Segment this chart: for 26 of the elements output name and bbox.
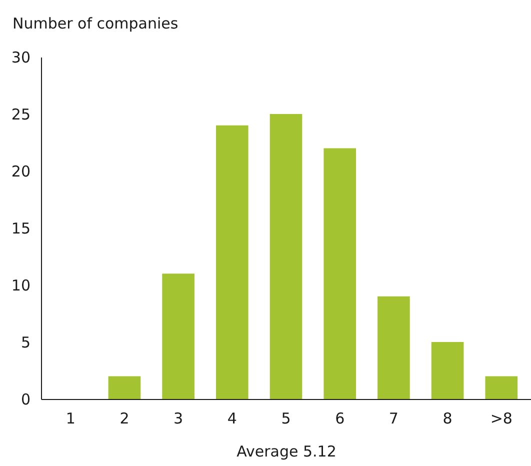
y-tick-label: 20: [11, 162, 30, 180]
bar: [431, 342, 464, 399]
y-tick-label: 25: [11, 106, 30, 124]
bar: [216, 125, 248, 399]
x-tick-label: 4: [227, 410, 237, 428]
bar: [270, 114, 302, 399]
y-axis-title: Number of companies: [12, 14, 178, 32]
x-tick-label: 7: [388, 410, 398, 428]
x-tick-label: 6: [335, 410, 345, 428]
y-tick-label: 10: [11, 276, 30, 294]
bar: [378, 296, 410, 399]
y-tick-label: 30: [11, 48, 30, 66]
bar: [108, 376, 141, 399]
y-tick-label: 15: [11, 220, 30, 238]
y-tick-label: 0: [20, 390, 30, 408]
bar: [324, 148, 356, 399]
x-axis-title: Average 5.12: [236, 442, 336, 460]
y-tick-label: 5: [20, 334, 30, 352]
bar: [162, 274, 194, 399]
x-tick-label: 3: [174, 410, 184, 428]
x-tick-label: 1: [66, 410, 76, 428]
x-tick-label: 5: [281, 410, 291, 428]
x-tick-label: 2: [120, 410, 130, 428]
x-tick-label: 8: [442, 410, 452, 428]
x-tick-label: >8: [490, 410, 512, 428]
bar: [485, 376, 518, 399]
